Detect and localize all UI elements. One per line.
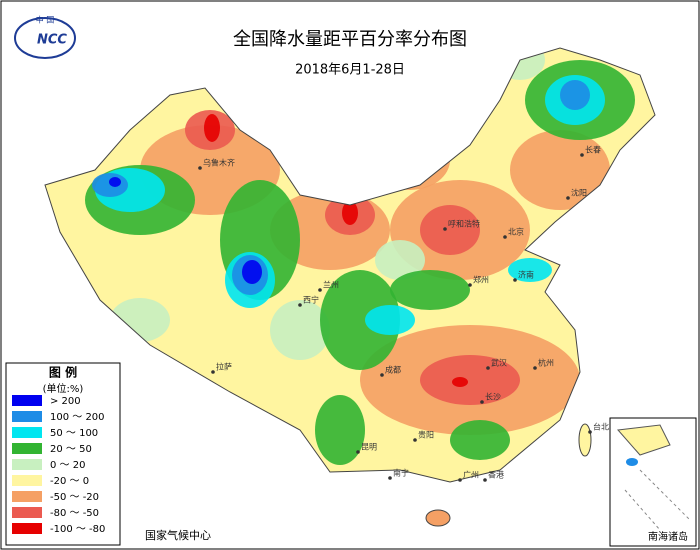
city-dot	[486, 366, 490, 370]
city-label: 南宁	[393, 468, 409, 478]
city-dot	[356, 450, 360, 454]
subtitle: 2018年6月1-28日	[295, 63, 405, 78]
city-dot	[458, 478, 462, 482]
legend-title: 图 例	[49, 365, 77, 380]
legend-label: 100 ～ 200	[50, 412, 105, 423]
legend-swatch	[12, 523, 42, 534]
logo-ring	[14, 17, 76, 59]
city-dot	[503, 235, 507, 239]
city-label: 广州	[463, 470, 479, 480]
precip-zone	[315, 395, 365, 465]
precip-zone	[510, 130, 610, 210]
inset-island	[626, 458, 638, 466]
legend-swatch	[12, 507, 42, 518]
city-label: 北京	[508, 227, 524, 237]
city-dot	[380, 373, 384, 377]
city-label: 沈阳	[571, 188, 587, 198]
city-dot	[468, 283, 472, 287]
precip-zone	[420, 205, 480, 255]
legend-unit: (单位:%)	[43, 382, 84, 395]
city-label: 昆明	[361, 443, 377, 452]
city-label: 台北	[593, 422, 609, 432]
precip-zone	[420, 355, 520, 405]
precip-zone	[390, 270, 470, 310]
inset-coast	[616, 424, 671, 456]
city-label: 西宁	[303, 295, 319, 305]
city-label: 呼和浩特	[448, 219, 480, 229]
precip-zone	[342, 201, 358, 225]
precip-zone	[365, 305, 415, 335]
legend-label: -100 ～ -80	[50, 524, 105, 535]
city-label: 武汉	[491, 358, 507, 368]
legend-label: -50 ～ -20	[50, 492, 99, 503]
city-label: 贵阳	[418, 430, 434, 440]
city-dot	[318, 288, 322, 292]
logo-top: 中 国	[36, 15, 55, 25]
legend-label: 50 ～ 100	[50, 428, 98, 439]
city-dot	[483, 478, 487, 482]
precip-zone	[370, 130, 450, 190]
legend-label: 20 ～ 50	[50, 444, 92, 455]
logo: 中 国 NCC	[14, 15, 76, 59]
inset-line	[624, 469, 691, 531]
legend-swatch	[12, 443, 42, 454]
city-label: 长春	[585, 145, 601, 155]
legend-swatch	[12, 475, 42, 486]
city-label: 乌鲁木齐	[203, 158, 235, 168]
precip-zone	[92, 173, 128, 197]
legend: 图 例 (单位:%) > 200 100 ～ 200 50 ～ 100 20 ～ 50…	[5, 362, 121, 546]
precip-zone	[508, 258, 552, 282]
precip-zone	[242, 260, 262, 284]
city-label: 香港	[488, 470, 504, 480]
blobs	[85, 48, 635, 465]
legend-label: > 200	[50, 396, 81, 407]
precip-zone	[452, 377, 468, 387]
precip-zone	[270, 300, 330, 360]
precip-zone	[375, 240, 425, 280]
precip-zone	[560, 80, 590, 110]
city-label: 郑州	[473, 275, 489, 285]
precip-zone	[109, 177, 121, 187]
city-dot	[480, 400, 484, 404]
city-label: 济南	[518, 270, 534, 280]
inset: 南海诸岛	[609, 417, 697, 547]
city-label: 拉萨	[216, 362, 232, 372]
taiwan	[578, 423, 592, 457]
city-label: 兰州	[323, 280, 339, 290]
legend-swatch	[12, 491, 42, 502]
legend-swatch	[12, 459, 42, 470]
city-dot	[580, 153, 584, 157]
city-dot	[298, 303, 302, 307]
footer: 国家气候中心	[145, 528, 211, 542]
city-label: 杭州	[538, 358, 554, 368]
hainan	[425, 509, 451, 527]
city-dot	[513, 278, 517, 282]
legend-swatch	[12, 427, 42, 438]
city-dot	[198, 166, 202, 170]
legend-label: -80 ～ -50	[50, 508, 99, 519]
city-dot	[443, 227, 447, 231]
legend-swatch	[12, 395, 42, 406]
city-dot	[211, 370, 215, 374]
precip-zone	[204, 114, 220, 142]
logo-mark: NCC	[37, 33, 67, 48]
city-label: 长沙	[485, 392, 501, 402]
precip-zone	[320, 270, 400, 370]
city-dot	[588, 430, 592, 434]
city-dot	[388, 476, 392, 480]
legend-swatch	[12, 411, 42, 422]
city-dot	[413, 438, 417, 442]
legend-label: -20 ～ 0	[50, 476, 89, 487]
china-border	[44, 47, 656, 483]
title: 全国降水量距平百分率分布图	[233, 29, 467, 50]
precip-zone	[450, 420, 510, 460]
inset-label: 南海诸岛	[648, 530, 688, 543]
city-dot	[533, 366, 537, 370]
city-label: 成都	[385, 365, 401, 375]
legend-label: 0 ～ 20	[50, 460, 85, 471]
city-dot	[566, 196, 570, 200]
